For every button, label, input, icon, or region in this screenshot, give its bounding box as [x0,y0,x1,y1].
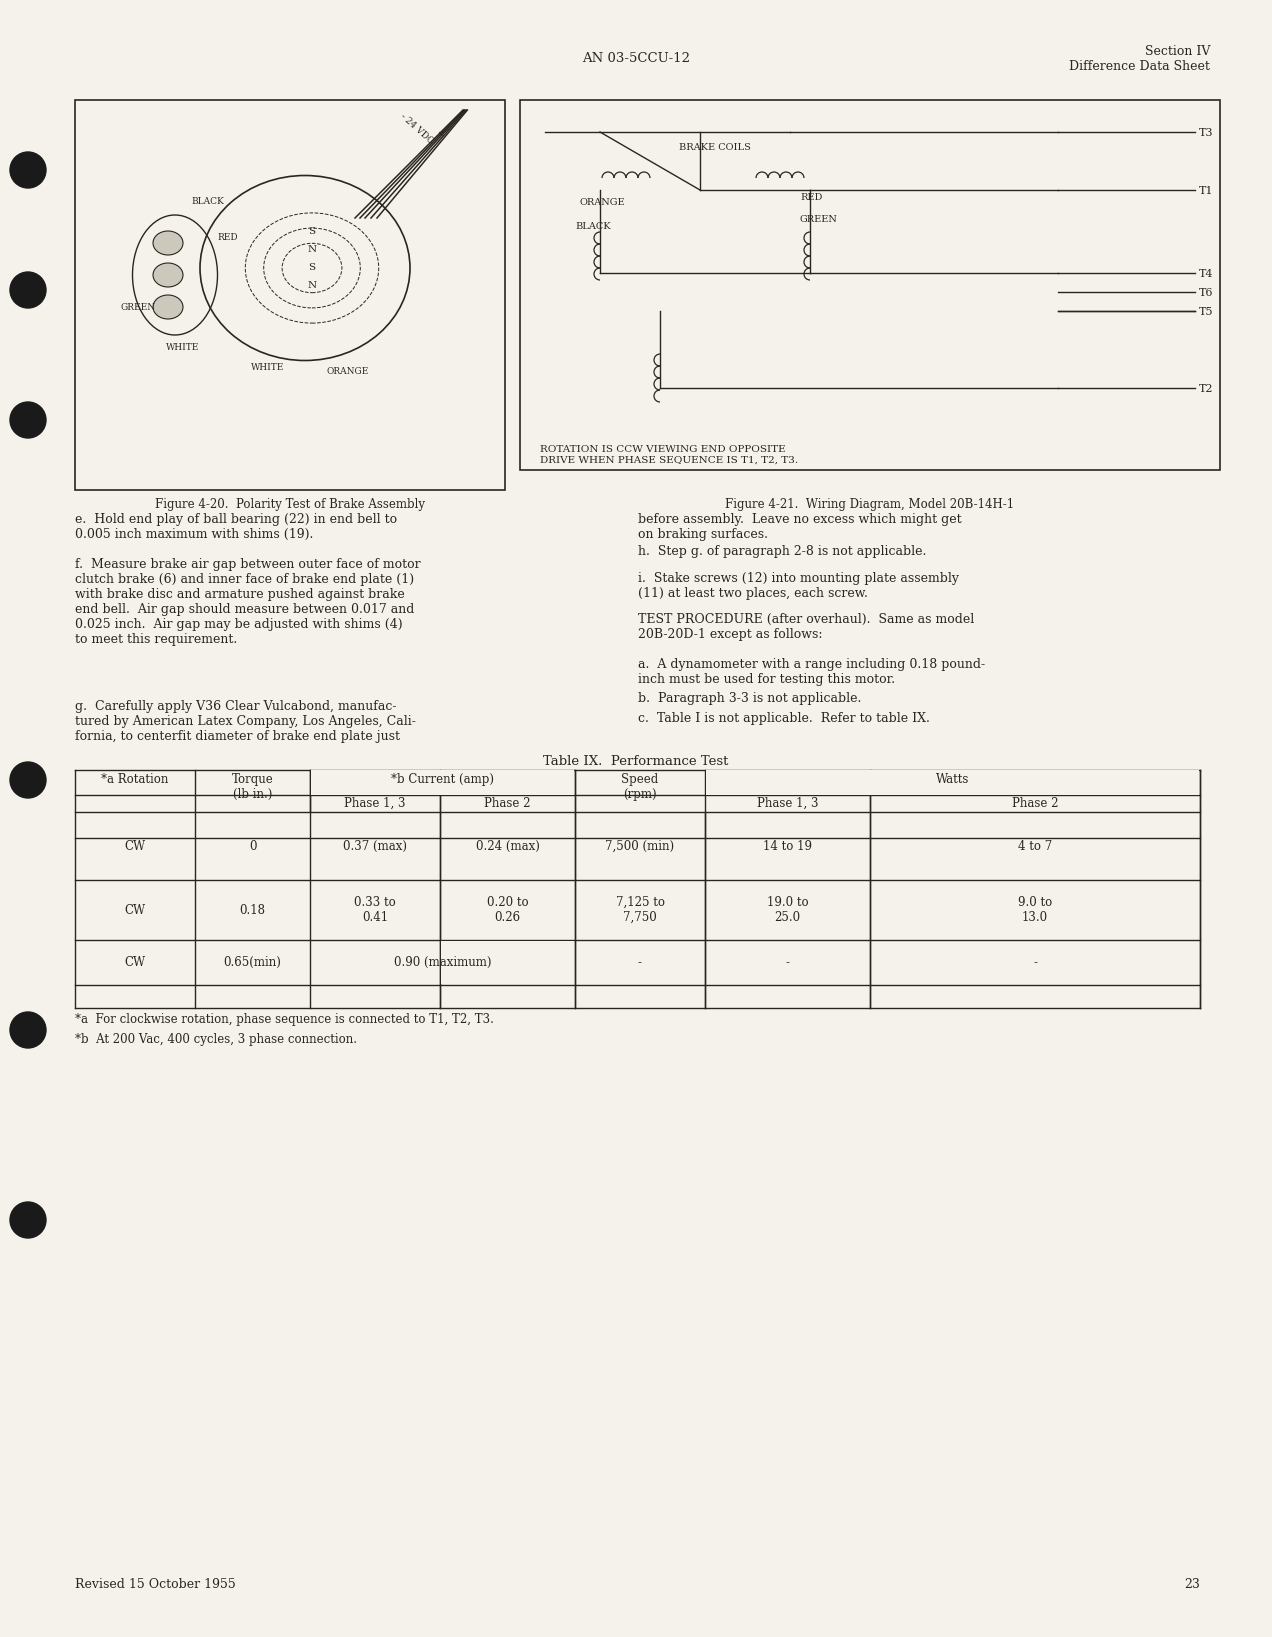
Text: e.  Hold end play of ball bearing (22) in end bell to
0.005 inch maximum with sh: e. Hold end play of ball bearing (22) in… [75,512,397,540]
Ellipse shape [153,295,183,319]
Text: 0.24 (max): 0.24 (max) [476,840,539,853]
Text: ROTATION IS CCW VIEWING END OPPOSITE
DRIVE WHEN PHASE SEQUENCE IS T1, T2, T3.: ROTATION IS CCW VIEWING END OPPOSITE DRI… [541,445,798,465]
Text: Phase 1, 3: Phase 1, 3 [757,797,818,810]
Text: h.  Step g. of paragraph 2-8 is not applicable.: h. Step g. of paragraph 2-8 is not appli… [639,545,926,558]
Text: N: N [308,282,317,290]
Text: ORANGE: ORANGE [580,198,626,206]
Text: RED: RED [218,234,238,242]
Text: *b Current (amp): *b Current (amp) [391,773,494,786]
Text: 0.18: 0.18 [239,904,266,917]
Text: 0.37 (max): 0.37 (max) [343,840,407,853]
Text: CW: CW [125,956,145,969]
Text: 0.90 (maximum): 0.90 (maximum) [394,956,491,969]
Text: before assembly.  Leave no excess which might get
on braking surfaces.: before assembly. Leave no excess which m… [639,512,962,540]
Bar [75,100,505,489]
Text: AN 03-5CCU-12: AN 03-5CCU-12 [583,52,689,65]
Circle shape [10,1202,46,1238]
Text: -: - [786,956,790,969]
Text: 0.65(min): 0.65(min) [224,956,281,969]
Text: Speed
(rpm): Speed (rpm) [622,773,659,800]
Text: 7,500 (min): 7,500 (min) [605,840,674,853]
Text: Revised 15 October 1955: Revised 15 October 1955 [75,1578,235,1591]
Text: BLACK: BLACK [192,198,224,206]
Bar [441,941,574,984]
Text: GREEN: GREEN [121,303,155,313]
Text: N: N [308,246,317,254]
Text: T4: T4 [1199,268,1213,278]
Text: g.  Carefully apply V36 Clear Vulcabond, manufac-
tured by American Latex Compan: g. Carefully apply V36 Clear Vulcabond, … [75,701,416,743]
Text: 4 to 7: 4 to 7 [1018,840,1052,853]
Text: T5: T5 [1199,308,1213,318]
Text: *b  At 200 Vac, 400 cycles, 3 phase connection.: *b At 200 Vac, 400 cycles, 3 phase conne… [75,1033,357,1046]
Bar [520,100,1220,470]
Text: 23: 23 [1184,1578,1199,1591]
Text: Phase 2: Phase 2 [485,797,530,810]
Text: Table IX.  Performance Test: Table IX. Performance Test [543,755,729,768]
Text: a.  A dynamometer with a range including 0.18 pound-
inch must be used for testi: a. A dynamometer with a range including … [639,658,985,686]
Text: T1: T1 [1199,187,1213,196]
Text: i.  Stake screws (12) into mounting plate assembly
(11) at least two places, eac: i. Stake screws (12) into mounting plate… [639,571,959,601]
Text: Phase 1, 3: Phase 1, 3 [345,797,406,810]
Text: *a  For clockwise rotation, phase sequence is connected to T1, T2, T3.: *a For clockwise rotation, phase sequenc… [75,1013,494,1026]
Text: BRAKE COILS: BRAKE COILS [679,142,750,152]
Text: WHITE: WHITE [252,363,285,373]
Text: *a Rotation: *a Rotation [102,773,169,786]
Text: T3: T3 [1199,128,1213,138]
Text: f.  Measure brake air gap between outer face of motor
clutch brake (6) and inner: f. Measure brake air gap between outer f… [75,558,421,647]
Text: RED: RED [800,193,823,201]
Text: Figure 4-21.  Wiring Diagram, Model 20B-14H-1: Figure 4-21. Wiring Diagram, Model 20B-1… [725,498,1015,511]
Circle shape [10,1012,46,1048]
Ellipse shape [153,231,183,255]
Circle shape [10,272,46,308]
Text: 7,125 to
7,750: 7,125 to 7,750 [616,895,664,923]
Text: 0.33 to
0.41: 0.33 to 0.41 [354,895,396,923]
Bar [310,769,574,796]
Text: 0: 0 [249,840,256,853]
Text: Figure 4-20.  Polarity Test of Brake Assembly: Figure 4-20. Polarity Test of Brake Asse… [155,498,425,511]
Circle shape [10,403,46,439]
Text: CW: CW [125,904,145,917]
Text: WHITE: WHITE [167,344,200,352]
Text: S: S [308,228,315,236]
Text: 19.0 to
25.0: 19.0 to 25.0 [767,895,808,923]
Text: Phase 2: Phase 2 [1011,797,1058,810]
Text: Difference Data Sheet: Difference Data Sheet [1070,61,1210,74]
Text: 9.0 to
13.0: 9.0 to 13.0 [1018,895,1052,923]
Text: c.  Table I is not applicable.  Refer to table IX.: c. Table I is not applicable. Refer to t… [639,712,930,725]
Text: Torque
(lb in.): Torque (lb in.) [232,773,273,800]
Text: - 24 VDC: - 24 VDC [398,111,435,146]
Text: 14 to 19: 14 to 19 [763,840,812,853]
Text: -: - [1033,956,1037,969]
Text: +: + [434,128,445,139]
Text: -: - [639,956,642,969]
Text: BLACK: BLACK [575,223,611,231]
Ellipse shape [153,264,183,286]
Text: T6: T6 [1199,288,1213,298]
Text: 0.20 to
0.26: 0.20 to 0.26 [487,895,528,923]
Text: S: S [308,264,315,272]
Text: GREEN: GREEN [800,214,838,224]
Text: ORANGE: ORANGE [327,367,369,377]
Text: b.  Paragraph 3-3 is not applicable.: b. Paragraph 3-3 is not applicable. [639,692,861,706]
Circle shape [10,152,46,188]
Text: Section IV: Section IV [1145,44,1210,57]
Text: CW: CW [125,840,145,853]
Circle shape [10,761,46,797]
Text: TEST PROCEDURE (after overhaul).  Same as model
20B-20D-1 except as follows:: TEST PROCEDURE (after overhaul). Same as… [639,612,974,642]
Text: T2: T2 [1199,385,1213,395]
Bar [706,769,1199,796]
Text: Watts: Watts [936,773,969,786]
